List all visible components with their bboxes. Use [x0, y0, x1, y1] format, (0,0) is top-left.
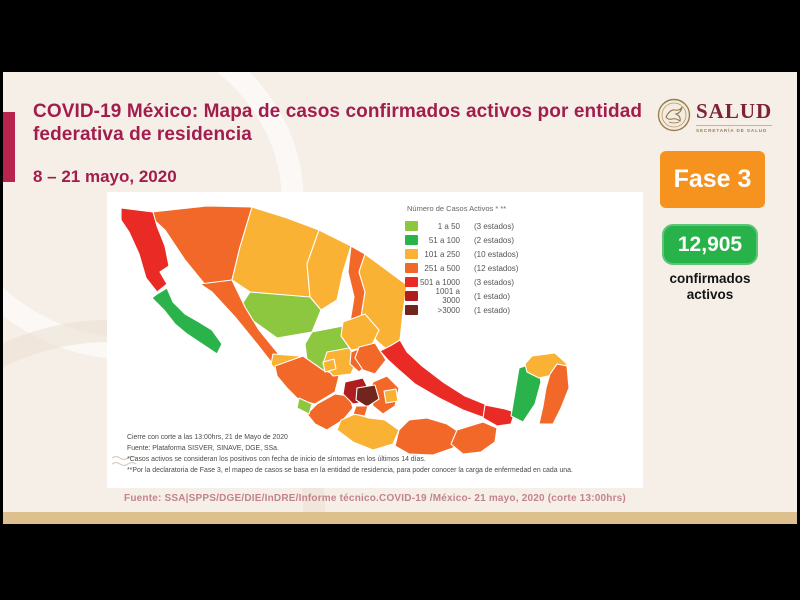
legend-row: 501 a 1000 (3 estados) [405, 275, 635, 289]
state-jalisco [274, 355, 340, 405]
map-footnote-line: Fuente: Plataforma SISVER, SINAVE, DGE, … [127, 445, 279, 452]
map-footnote-line: **Por la declaratoria de Fase 3, el mape… [127, 467, 573, 474]
state-chiapas [450, 421, 498, 455]
legend-row: 51 a 100 (2 estados) [405, 233, 635, 247]
active-cases-badge: 12,905 [662, 224, 758, 265]
legend-color-swatch [405, 263, 418, 273]
legend-color-swatch [405, 221, 418, 231]
state-veracruz [379, 339, 488, 419]
salud-logo: SALUD SECRETARÍA DE SALUD [657, 98, 777, 137]
legend-state-count: (12 estados) [474, 263, 519, 273]
wave-decoration-icon [111, 454, 139, 473]
state-morelos [352, 405, 369, 417]
legend-range-label: 1001 a 3000 [435, 287, 460, 305]
legend-color-swatch [405, 277, 418, 287]
map-panel: Número de Casos Activos * ** 1 a 50 (3 es… [107, 192, 643, 488]
legend-range-label: 501 a 1000 [419, 277, 460, 287]
state-aguascalientes [322, 358, 337, 373]
legend-range-label: 1 a 50 [437, 221, 460, 231]
legend-title: Número de Casos Activos * ** [407, 204, 507, 213]
state-qroo [538, 363, 570, 425]
date-range: 8 – 21 mayo, 2020 [33, 167, 177, 186]
map-footnote-line: Cierre con corte a las 13:00hrs, 21 de M… [127, 434, 288, 441]
legend-color-swatch [405, 291, 418, 301]
state-michoacan [306, 393, 354, 431]
state-bcs [151, 287, 223, 355]
legend-color-swatch [405, 249, 418, 259]
bottom-tan-bar [3, 512, 797, 524]
source-line: Fuente: SSA|SPPS/DGE/DIE/InDRE/Informe t… [124, 493, 626, 504]
legend-state-count: (1 estado) [474, 305, 511, 315]
legend-state-count: (3 estados) [474, 277, 515, 287]
mexico-choropleth-map [120, 205, 570, 456]
salud-eagle-emblem-icon [657, 98, 691, 137]
legend-row: >3000 (1 estado) [405, 303, 635, 317]
title-accent-bar [3, 112, 15, 182]
legend-range-label: >3000 [437, 305, 460, 315]
phase-badge: Fase 3 [660, 151, 765, 208]
map-legend: Número de Casos Activos * ** 1 a 50 (3 es… [405, 204, 635, 317]
legend-range-label: 51 a 100 [428, 235, 460, 245]
state-bc [120, 207, 170, 293]
legend-color-swatch [405, 235, 418, 245]
legend-range-label: 101 a 250 [424, 249, 460, 259]
state-colima [296, 397, 313, 415]
state-tabasco [482, 404, 516, 427]
state-cdmx [355, 384, 380, 408]
page-title: COVID-19 México: Mapa de casos confirmad… [33, 101, 643, 145]
legend-state-count: (10 estados) [474, 249, 519, 259]
legend-color-swatch [405, 305, 418, 315]
salud-logo-subtitle: SECRETARÍA DE SALUD [696, 125, 773, 133]
legend-row: 1 a 50 (3 estados) [405, 219, 635, 233]
legend-row: 1001 a 3000 (1 estado) [405, 287, 635, 305]
legend-state-count: (3 estados) [474, 221, 515, 231]
state-tlaxcala [383, 388, 399, 404]
legend-range-label: 251 a 500 [424, 263, 460, 273]
salud-logo-text: SALUD [696, 99, 773, 123]
state-coahuila [306, 229, 352, 311]
active-cases-caption: confirmados activos [669, 271, 751, 302]
legend-row: 251 a 500 (12 estados) [405, 261, 635, 275]
state-hidalgo [354, 342, 387, 375]
map-footnotes: Cierre con corte a las 13:00hrs, 21 de M… [127, 432, 587, 476]
map-footnote-line: *Casos activos se consideran los positiv… [127, 456, 426, 463]
legend-state-count: (1 estado) [474, 291, 511, 301]
legend-row: 101 a 250 (10 estados) [405, 247, 635, 261]
legend-state-count: (2 estados) [474, 235, 515, 245]
